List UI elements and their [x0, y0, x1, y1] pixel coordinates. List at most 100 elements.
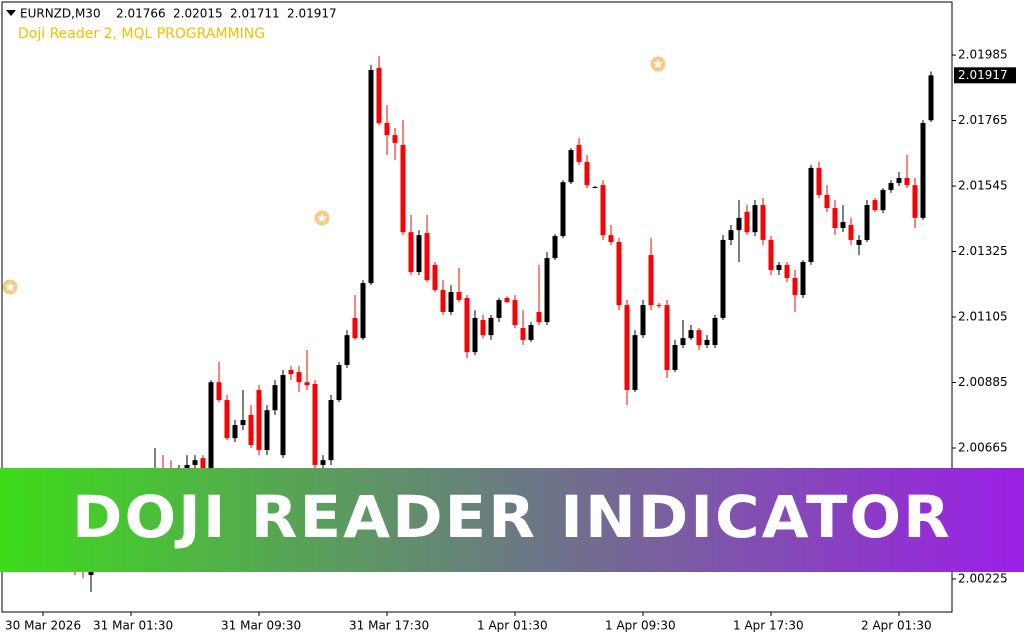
x-tick-label: 1 Apr 17:30 — [733, 619, 804, 633]
candle-body — [552, 236, 558, 259]
candle-body — [752, 205, 758, 233]
candle-body — [728, 230, 734, 240]
candle-body — [376, 67, 382, 123]
candle-body — [568, 150, 574, 183]
y-tick-label: 2.00665 — [958, 440, 1008, 454]
candle-body — [304, 382, 310, 386]
candle-body — [616, 242, 622, 306]
candle-body — [848, 225, 854, 240]
candle-body — [928, 75, 934, 121]
candle-body — [384, 122, 390, 136]
candle-body — [912, 185, 918, 218]
doji-marker — [2, 279, 18, 295]
candle-body — [504, 297, 510, 303]
candle-body — [336, 364, 342, 401]
current-price-label: 2.01917 — [958, 68, 1008, 82]
candle-body — [760, 205, 766, 240]
candle-body — [712, 317, 718, 345]
candle-body — [680, 338, 686, 345]
candle-body — [400, 144, 406, 233]
candle-body — [840, 222, 846, 229]
candle-body — [592, 186, 598, 188]
candle-body — [248, 414, 254, 446]
candle-body — [904, 178, 910, 186]
candle-body — [560, 182, 566, 237]
candle-body — [464, 297, 470, 353]
candle-body — [832, 208, 838, 229]
indicator-label: Doji Reader 2, MQL PROGRAMMING — [18, 26, 265, 42]
candle-body — [808, 167, 814, 262]
candle-body — [792, 278, 798, 295]
y-tick-label: 2.01765 — [958, 113, 1008, 127]
x-tick-label: 1 Apr 09:30 — [605, 619, 676, 633]
candle-body — [648, 255, 654, 306]
candle-body — [768, 239, 774, 270]
current-price-box — [954, 67, 1016, 84]
x-tick-label: 2 Apr 01:30 — [861, 619, 932, 633]
candle-body — [736, 217, 742, 231]
candle-body — [360, 283, 366, 339]
candle-body — [408, 232, 414, 273]
candle-body — [200, 458, 206, 471]
candle-body — [240, 420, 246, 426]
candle-body — [856, 239, 862, 245]
candle-body — [320, 460, 326, 465]
x-tick-label: 31 Mar 09:30 — [221, 619, 301, 633]
candle-body — [288, 369, 294, 375]
candle-body — [368, 69, 374, 284]
candle-body — [664, 305, 670, 370]
candle-body — [656, 305, 662, 307]
symbol: EURNZD,M30 — [20, 7, 101, 21]
candle-body — [872, 200, 878, 211]
candle-body — [576, 144, 582, 162]
candle-body — [192, 460, 198, 465]
candle-body — [496, 300, 502, 318]
candle-body — [704, 339, 710, 345]
candle-body — [184, 464, 190, 471]
candle-body — [256, 389, 262, 451]
doji-marker — [650, 56, 666, 72]
candle-body — [440, 289, 446, 312]
candle-body — [536, 311, 542, 323]
candle-body — [624, 305, 630, 390]
candle-body — [696, 330, 702, 345]
candle-body — [640, 305, 646, 336]
ohlc-value: 2.01766 — [116, 7, 166, 21]
candle-body — [544, 258, 550, 323]
candle-body — [472, 317, 478, 353]
candle-body — [672, 344, 678, 370]
candle-body — [688, 330, 694, 339]
candle-body — [800, 261, 806, 295]
candle-body — [824, 194, 830, 209]
y-tick-label: 2.01985 — [958, 48, 1008, 62]
candle-body — [344, 335, 350, 365]
candle-body — [520, 328, 526, 340]
candle-body — [584, 161, 590, 186]
candle-body — [416, 235, 422, 273]
y-tick-label: 2.00885 — [958, 375, 1008, 389]
candle-body — [432, 264, 438, 290]
candle-body — [920, 122, 926, 218]
candle-body — [456, 292, 462, 301]
x-tick-label: 30 Mar 2026 — [5, 619, 81, 633]
candle-body — [608, 235, 614, 243]
y-tick-label: 2.01105 — [958, 310, 1008, 324]
candle-body — [216, 382, 222, 401]
candle-body — [632, 335, 638, 390]
candle-body — [328, 400, 334, 461]
candle-body — [720, 239, 726, 318]
ohlc-value: 2.02015 — [173, 7, 223, 21]
candle-body — [232, 425, 238, 439]
candle-body — [744, 211, 750, 233]
candle-body — [448, 292, 454, 312]
candle-body — [272, 385, 278, 411]
symbol-dropdown[interactable] — [6, 10, 16, 16]
candle-body — [264, 410, 270, 451]
candle-body — [896, 178, 902, 184]
candle-body — [280, 375, 286, 456]
candle-body — [816, 167, 822, 195]
candle-body — [480, 319, 486, 336]
banner — [0, 468, 1024, 572]
candle-body — [600, 185, 606, 236]
